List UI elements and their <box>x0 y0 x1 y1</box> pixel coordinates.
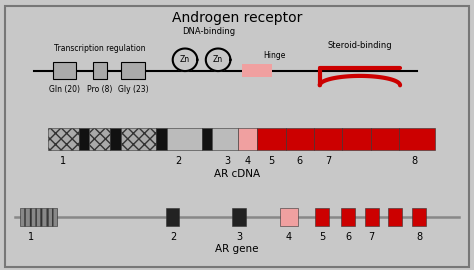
Text: AR cDNA: AR cDNA <box>214 168 260 178</box>
Bar <box>280 208 299 226</box>
Bar <box>93 62 107 79</box>
Bar <box>315 208 329 226</box>
Bar <box>412 208 426 226</box>
Text: 4: 4 <box>286 232 292 242</box>
Text: 6: 6 <box>345 232 351 242</box>
Text: 5: 5 <box>268 157 274 167</box>
Bar <box>286 128 314 150</box>
Text: Transcription regulation: Transcription regulation <box>54 44 146 53</box>
Bar <box>399 128 435 150</box>
Text: Hinge: Hinge <box>263 51 285 60</box>
Text: DNA-binding: DNA-binding <box>182 27 235 36</box>
Bar <box>342 128 371 150</box>
Bar <box>79 128 89 150</box>
Text: 2: 2 <box>175 157 181 167</box>
Bar <box>156 128 166 150</box>
Bar <box>166 208 179 226</box>
Bar <box>31 208 40 226</box>
Text: 1: 1 <box>60 157 66 167</box>
Bar <box>388 208 402 226</box>
Bar <box>257 128 286 150</box>
Text: 4: 4 <box>245 157 251 167</box>
Bar <box>121 128 156 150</box>
Text: Gln (20): Gln (20) <box>49 85 80 94</box>
Text: 3: 3 <box>225 157 231 167</box>
Bar <box>110 128 121 150</box>
Bar <box>341 208 355 226</box>
Bar <box>121 62 145 79</box>
Text: Zn: Zn <box>213 55 223 64</box>
Text: 5: 5 <box>319 232 325 242</box>
Bar <box>242 65 273 77</box>
Bar <box>19 208 31 226</box>
Polygon shape <box>173 49 197 71</box>
Text: Steroid-binding: Steroid-binding <box>328 41 392 50</box>
Text: Zn: Zn <box>180 55 190 64</box>
Text: Gly (23): Gly (23) <box>118 85 148 94</box>
Text: 7: 7 <box>369 232 375 242</box>
Text: AR gene: AR gene <box>215 244 259 254</box>
Text: 3: 3 <box>237 232 242 242</box>
Text: 6: 6 <box>297 157 303 167</box>
Bar <box>365 208 379 226</box>
Bar <box>89 128 110 150</box>
Bar <box>40 208 48 226</box>
Bar <box>371 128 399 150</box>
Bar <box>53 62 76 79</box>
Text: Pro (8): Pro (8) <box>87 85 113 94</box>
Bar <box>48 208 57 226</box>
Bar <box>166 128 202 150</box>
Text: Androgen receptor: Androgen receptor <box>172 11 302 25</box>
Text: 1: 1 <box>28 232 35 242</box>
Polygon shape <box>206 49 230 71</box>
Text: 8: 8 <box>416 232 422 242</box>
Text: 2: 2 <box>170 232 176 242</box>
Text: 8: 8 <box>411 157 418 167</box>
Bar <box>314 128 342 150</box>
Text: 7: 7 <box>325 157 331 167</box>
Bar <box>48 128 79 150</box>
Bar <box>238 128 257 150</box>
Bar <box>202 128 212 150</box>
Bar <box>212 128 238 150</box>
Bar <box>232 208 246 226</box>
